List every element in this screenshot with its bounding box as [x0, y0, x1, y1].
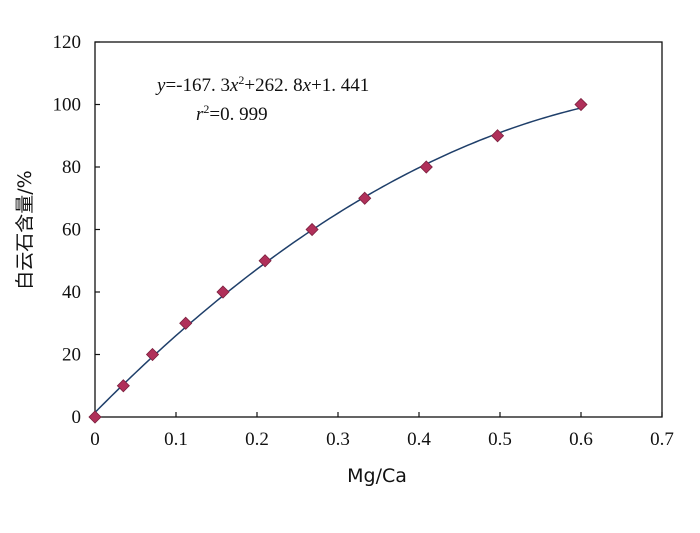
x-tick-label: 0.3 [326, 429, 350, 450]
y-tick-label: 60 [62, 220, 81, 241]
x-tick-label: 0 [90, 429, 100, 450]
fit-layer [94, 107, 582, 414]
x-tick-label: 0.2 [245, 429, 269, 450]
axes [94, 41, 663, 418]
y-tick-label: 0 [72, 407, 82, 428]
y-tick-label: 80 [62, 157, 81, 178]
x-axis-title: Mg/Ca [347, 465, 407, 487]
x-tick-label: 0.5 [488, 429, 512, 450]
x-tick-label: 0.7 [650, 429, 674, 450]
x-tick-label: 0.1 [164, 429, 188, 450]
data-point [419, 160, 433, 174]
fit-equation: y=-167. 3x2+262. 8x+1. 441 [155, 73, 369, 96]
data-point [145, 347, 160, 362]
y-tick-label: 100 [53, 95, 82, 116]
data-point [491, 129, 505, 143]
data-point [216, 285, 230, 299]
y-axis-title: 白云石含量/% [14, 170, 36, 289]
data-point [88, 410, 102, 424]
x-axis-ticks: 0 0.1 0.2 0.3 0.4 0.5 0.6 0.7 [90, 412, 674, 450]
y-axis-ticks: 0 20 40 60 80 100 120 [53, 32, 100, 428]
x-tick-label: 0.6 [569, 429, 593, 450]
data-point [116, 379, 130, 393]
x-tick-label: 0.4 [407, 429, 431, 450]
y-tick-label: 120 [53, 32, 82, 53]
data-point [179, 316, 193, 330]
r-squared-label: r2=0. 999 [196, 102, 268, 125]
data-point [358, 191, 372, 205]
plot-frame [94, 41, 663, 418]
data-point [305, 222, 319, 237]
data-points [88, 97, 588, 424]
fit-curve [94, 107, 582, 414]
data-point [574, 97, 588, 112]
y-tick-label: 40 [62, 282, 81, 303]
y-tick-label: 20 [62, 345, 81, 366]
data-point [258, 254, 272, 268]
